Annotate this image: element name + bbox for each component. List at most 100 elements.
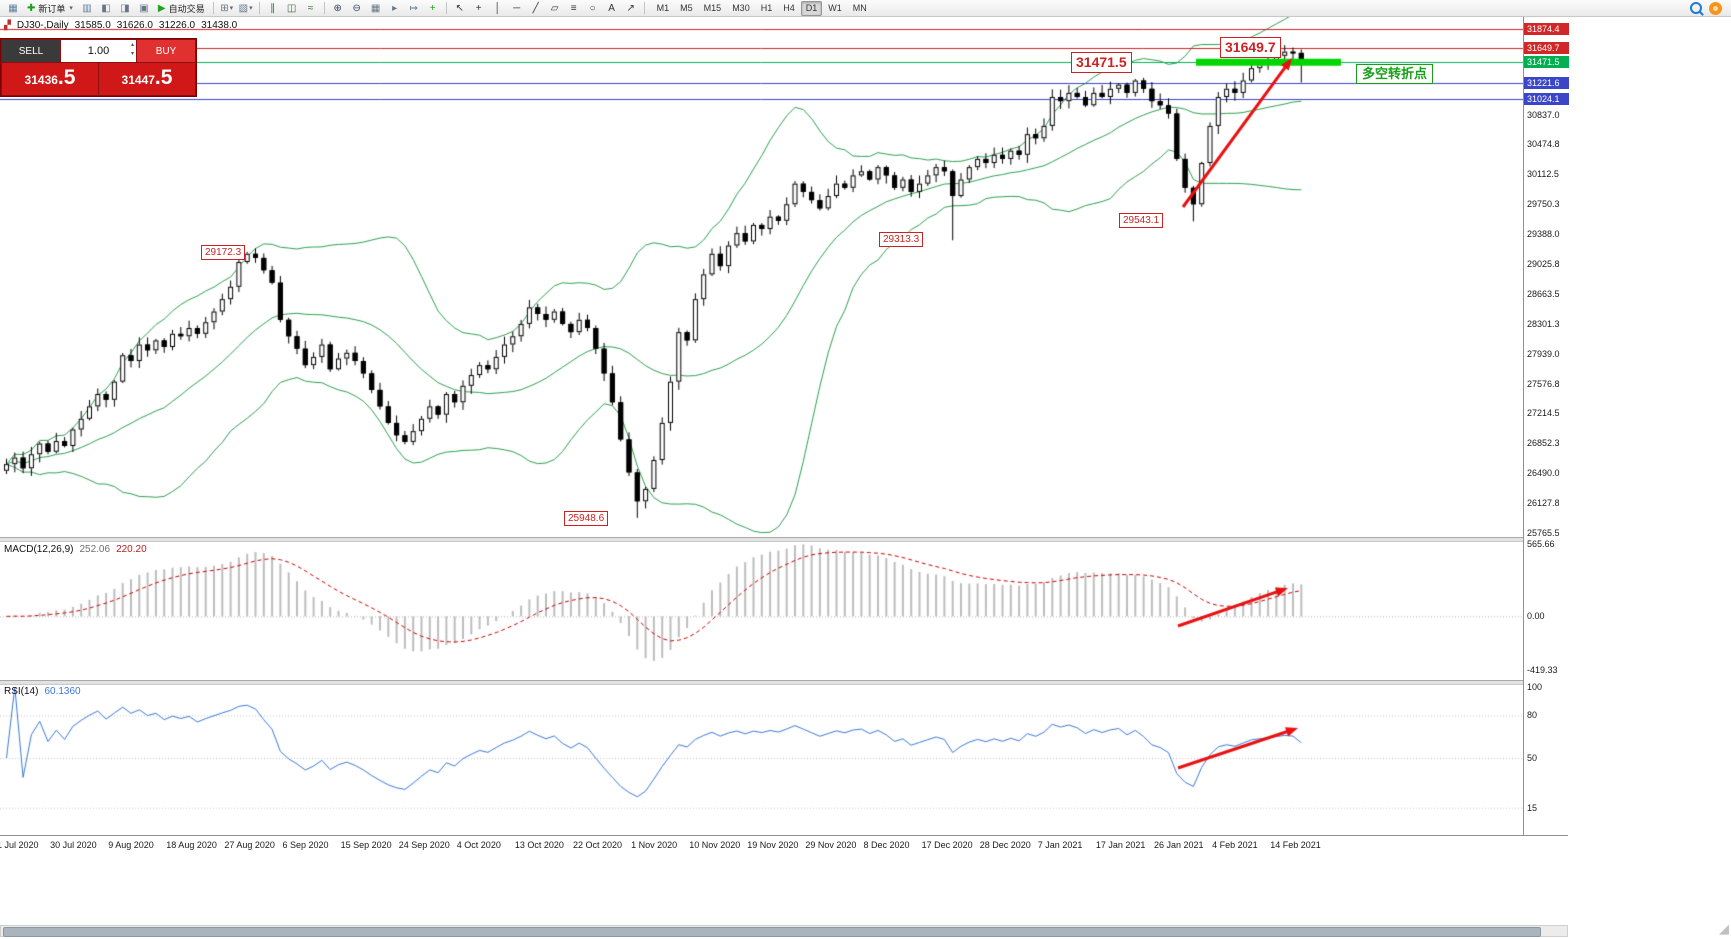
timeframe-d1[interactable]: D1 — [800, 0, 823, 16]
bar-chart-icon-glyph: ∥ — [270, 2, 276, 14]
candlestick-chart-icon[interactable]: ◫ — [283, 0, 301, 17]
shapes-icon[interactable]: ○ — [584, 0, 602, 17]
volume-stepper[interactable]: ▴ ▾ — [131, 41, 134, 59]
tile-windows-icon[interactable]: ▦ — [367, 0, 385, 17]
navigator-icon-glyph: ◨ — [120, 2, 130, 14]
text-icon[interactable]: A — [603, 0, 621, 17]
date-axis-label: 17 Jan 2021 — [1095, 840, 1146, 850]
timeframe-m15[interactable]: M15 — [703, 2, 722, 13]
navigator-icon[interactable]: ◨ — [116, 0, 134, 17]
chart-window: ▞ DJ30-,Daily 31585.0 31626.0 31226.0 31… — [0, 17, 1569, 939]
price-label-29172[interactable]: 29172.3 — [201, 245, 246, 260]
bar-chart-icon[interactable]: ∥ — [264, 0, 282, 17]
market-watch-icon[interactable]: ▥ — [78, 0, 96, 17]
timeframe-m1[interactable]: M1 — [656, 2, 670, 13]
price-axis: 30837.0 30474.8 30112.5 29750.3 29388.0 29025… — [1523, 17, 1569, 853]
date-axis-label: 13 Oct 2020 — [514, 840, 564, 850]
date-axis-label: 28 Dec 2020 — [979, 840, 1031, 850]
date-axis-label: 30 Jul 2020 — [50, 840, 97, 850]
horizontal-scrollbar[interactable] — [0, 925, 1568, 937]
new-order-button[interactable]: ✚ 新订单 ▾ — [23, 1, 77, 16]
macd-axis-label: 0.00 — [1527, 611, 1545, 622]
timeframe-m5[interactable]: M5 — [680, 2, 693, 13]
price-label-31649[interactable]: 31649.7 — [1220, 37, 1281, 58]
macd-canvas[interactable] — [0, 540, 1523, 680]
zoom-in-icon-glyph: ⊕ — [333, 2, 342, 14]
date-axis-label: 15 Sep 2020 — [340, 840, 392, 850]
terminal-icon[interactable]: ▣ — [135, 0, 153, 17]
sell-price-fraction: .5 — [57, 66, 76, 89]
rsi-canvas[interactable] — [0, 683, 1523, 835]
price-axis-label: 27939.0 — [1527, 348, 1560, 359]
cursor-icon[interactable]: ↖ — [451, 0, 469, 17]
price-axis-label: 26490.0 — [1527, 468, 1560, 479]
ohlc-high: 31626.0 — [116, 20, 153, 31]
data-window-icon[interactable]: ◧ — [97, 0, 115, 17]
date-axis-label: 8 Dec 2020 — [863, 840, 910, 850]
charts-icon[interactable]: ▦ — [4, 0, 22, 17]
candlestick-chart-icon-glyph: ◫ — [286, 2, 297, 14]
scrollbar-thumb[interactable] — [3, 927, 1541, 937]
channel-icon[interactable]: ▱ — [546, 0, 564, 17]
date-axis-label: 6 Sep 2020 — [282, 840, 329, 850]
profiles-icon[interactable]: ▧ ▾ — [237, 0, 255, 17]
buy-price[interactable]: 31447.5 — [99, 63, 195, 95]
timeframe-h4[interactable]: H4 — [783, 2, 795, 13]
price-axis-label: 28301.3 — [1527, 318, 1560, 329]
fibonacci-icon[interactable]: ≡ — [565, 0, 583, 17]
auto-scroll-icon[interactable]: ▸ — [386, 0, 404, 17]
buy-button[interactable]: BUY — [137, 40, 195, 62]
indicators-icon[interactable]: + — [424, 0, 442, 17]
volume-input[interactable]: 1.00 ▴ ▾ — [61, 40, 136, 62]
tile-windows-icon-glyph: ▦ — [370, 2, 381, 14]
date-axis-label: 17 Dec 2020 — [921, 840, 973, 850]
timeframe-mn[interactable]: MN — [852, 2, 867, 13]
main-chart-canvas[interactable] — [0, 17, 1523, 537]
price-label-31471[interactable]: 31471.5 — [1071, 52, 1132, 73]
trade-panel-top-row: SELL 1.00 ▴ ▾ BUY — [1, 39, 196, 63]
zoom-out-icon[interactable]: ⊖ — [348, 0, 366, 17]
line-chart-icon[interactable]: ≈ — [302, 0, 320, 17]
panel-splitter[interactable] — [0, 537, 1568, 542]
horizontal-line-icon[interactable]: ─ — [508, 0, 526, 17]
panel-splitter[interactable] — [0, 680, 1568, 685]
macd-main-value: 252.06 — [79, 544, 111, 555]
buy-price-main: 31447 — [121, 73, 155, 87]
rsi-axis-label: 100 — [1527, 682, 1543, 692]
toolbar-separator — [445, 2, 447, 14]
stepper-down-icon[interactable]: ▾ — [130, 51, 134, 57]
community-icon[interactable] — [1709, 1, 1722, 15]
trendline-icon[interactable]: ╱ — [527, 0, 545, 17]
timeframe-m30[interactable]: M30 — [732, 2, 750, 13]
price-label-29543[interactable]: 29543.1 — [1119, 213, 1164, 228]
date-axis-label: 4 Feb 2021 — [1212, 840, 1258, 850]
sell-price[interactable]: 31436.5 — [2, 63, 98, 95]
timeframe-h1[interactable]: H1 — [760, 2, 773, 13]
price-axis-label: 28663.5 — [1527, 288, 1560, 299]
date-axis-label: 26 Jan 2021 — [1154, 840, 1204, 850]
date-axis-label: 21 Jul 2020 — [0, 840, 39, 850]
vertical-line-icon[interactable]: │ — [489, 0, 507, 17]
sell-price-main: 31436 — [24, 73, 58, 87]
price-axis-marker: 31874.4 — [1524, 23, 1569, 35]
auto-scroll-icon-glyph: ▸ — [392, 2, 398, 14]
stepper-up-icon[interactable]: ▴ — [130, 42, 134, 48]
auto-trading-button[interactable]: ▶ 自动交易 — [154, 1, 209, 16]
arrows-icon-glyph: ↗ — [626, 2, 635, 14]
new-chart-icon[interactable]: ⊞ ▾ — [218, 0, 236, 17]
search-icon[interactable] — [1690, 2, 1702, 14]
crosshair-icon[interactable]: + — [470, 0, 488, 17]
price-label-25948[interactable]: 25948.6 — [564, 511, 609, 526]
zoom-in-icon[interactable]: ⊕ — [329, 0, 347, 17]
date-axis-label: 4 Oct 2020 — [456, 840, 501, 850]
chart-header: ▞ DJ30-,Daily 31585.0 31626.0 31226.0 31… — [4, 20, 237, 31]
chart-shift-icon[interactable]: ↦ — [405, 0, 423, 17]
sell-button[interactable]: SELL — [2, 40, 60, 62]
timeframe-w1[interactable]: W1 — [828, 2, 842, 13]
price-label-29313[interactable]: 29313.3 — [879, 232, 924, 247]
ohlc-low: 31226.0 — [158, 20, 196, 31]
resize-grip-icon[interactable]: ◢ — [1719, 921, 1729, 936]
caret-down-icon: ▾ — [249, 4, 253, 12]
turning-point-label[interactable]: 多空转折点 — [1356, 64, 1434, 84]
arrows-icon[interactable]: ↗ — [622, 0, 640, 17]
